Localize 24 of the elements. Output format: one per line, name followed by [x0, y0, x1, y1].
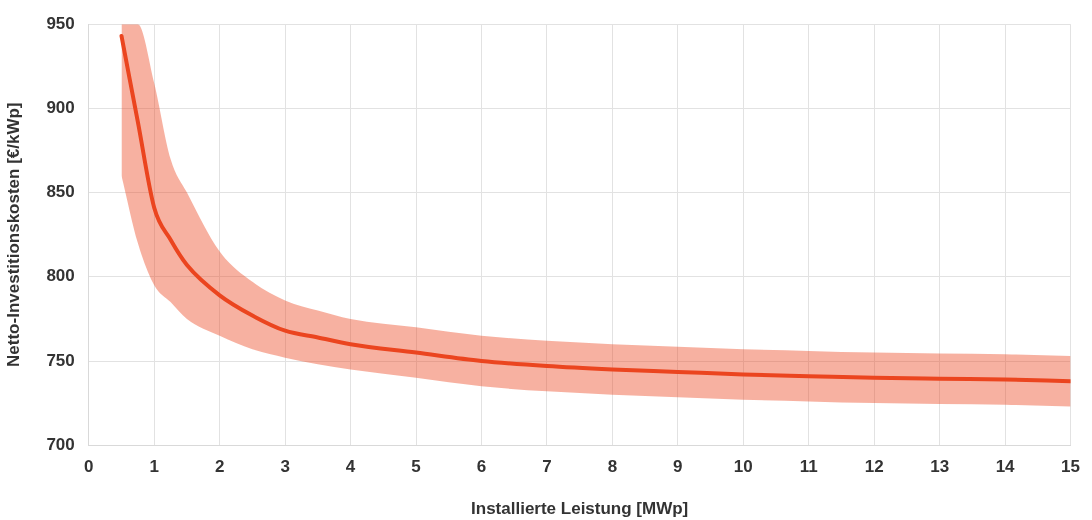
x-tick-label: 15: [1061, 457, 1081, 477]
x-tick-label: 10: [733, 457, 753, 477]
x-tick-label: 6: [476, 457, 487, 477]
x-tick-label: 12: [864, 457, 884, 477]
y-tick-label: 700: [46, 434, 75, 454]
y-tick-label: 900: [46, 98, 75, 118]
x-tick-label: 1: [149, 457, 159, 477]
y-tick-label: 850: [46, 182, 75, 202]
x-tick-label: 3: [280, 457, 290, 477]
y-tick-label: 800: [46, 266, 75, 286]
x-tick-label: 4: [345, 457, 356, 477]
x-tick-label: 9: [673, 457, 683, 477]
x-axis-title: Installierte Leistung [MWp]: [471, 499, 689, 519]
x-tick-label: 7: [542, 457, 552, 477]
x-tick-label: 0: [84, 457, 94, 477]
x-tick-label: 2: [214, 457, 225, 477]
x-tick-label: 8: [607, 457, 618, 477]
y-tick-label: 950: [46, 13, 75, 33]
y-tick-label: 750: [46, 350, 75, 370]
x-tick-label: 5: [411, 457, 421, 477]
x-tick-label: 13: [930, 457, 950, 477]
x-tick-label: 11: [799, 457, 818, 477]
y-axis-title: Netto-Investitionskosten [€/kWp]: [3, 102, 23, 367]
x-tick-label: 14: [995, 457, 1016, 477]
